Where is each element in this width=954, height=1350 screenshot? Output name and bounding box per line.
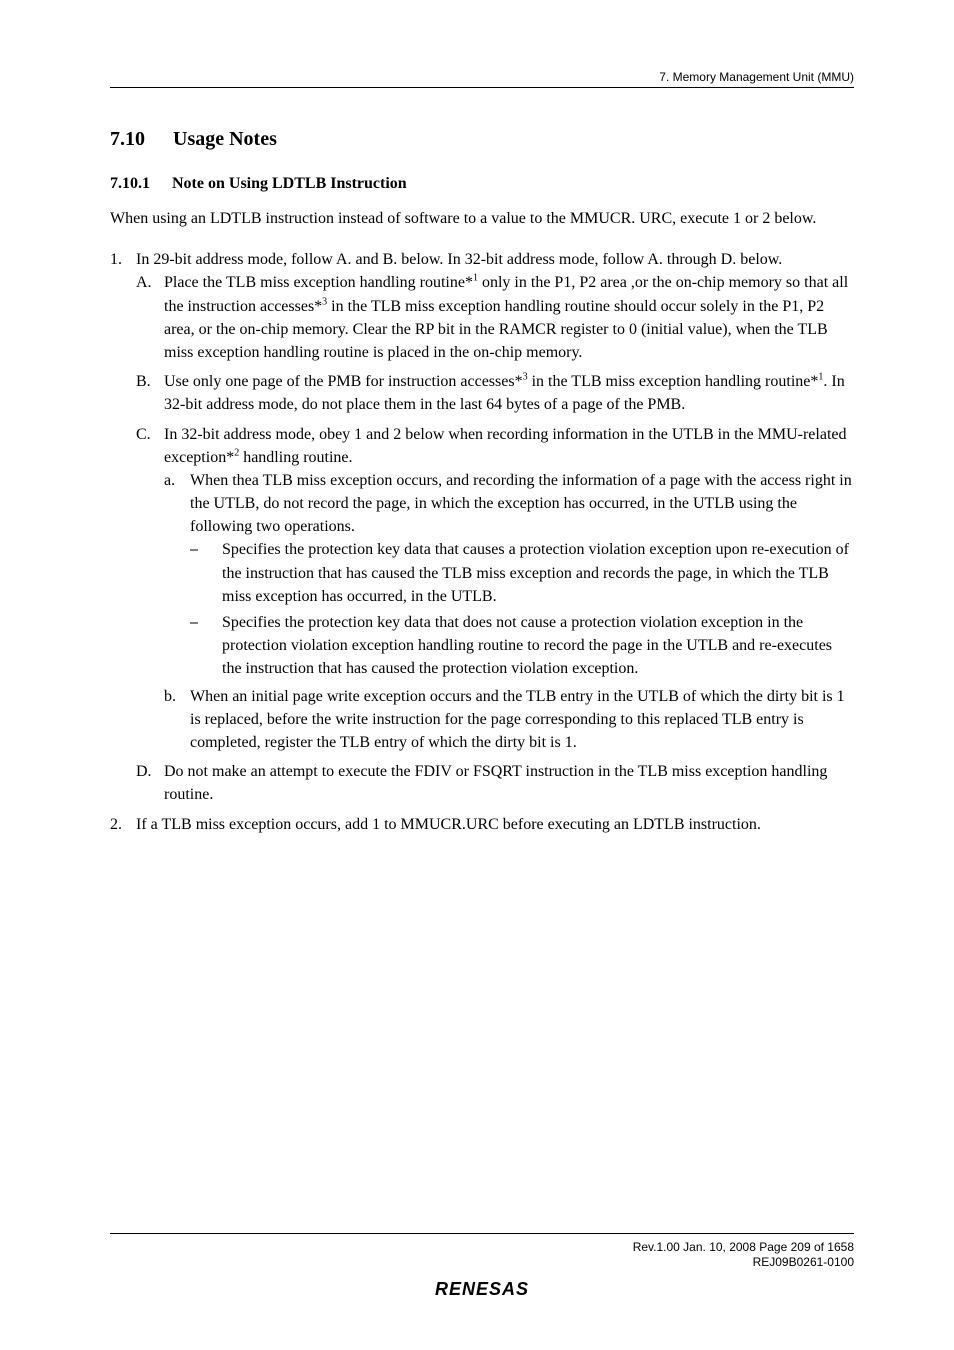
list-marker: A. — [136, 271, 152, 294]
list-text: When an initial page write exception occ… — [190, 688, 845, 751]
list-text: Use only one page of the PMB for instruc… — [164, 373, 845, 413]
list-text: When thea TLB miss exception occurs, and… — [190, 472, 852, 535]
list-text: If a TLB miss exception occurs, add 1 to… — [136, 816, 761, 833]
list-text: In 32-bit address mode, obey 1 and 2 bel… — [164, 426, 847, 466]
list-item-1: 1. In 29-bit address mode, follow A. and… — [110, 248, 854, 806]
footer-line1: Rev.1.00 Jan. 10, 2008 Page 209 of 1658 — [110, 1240, 854, 1256]
section-title: Usage Notes — [173, 128, 277, 150]
dash-item: ⎯ Specifies the protection key data that… — [190, 611, 854, 681]
section-number: 7.10 — [110, 128, 145, 151]
dash-marker: ⎯ — [190, 611, 198, 634]
list-item-a: a. When thea TLB miss exception occurs, … — [164, 469, 854, 681]
header-text: 7. Memory Management Unit (MMU) — [110, 70, 854, 84]
footer-line2: REJ09B0261-0100 — [110, 1255, 854, 1271]
dash-marker: ⎯ — [190, 538, 198, 561]
ordered-list-level3: a. When thea TLB miss exception occurs, … — [164, 469, 854, 754]
list-marker: D. — [136, 760, 152, 783]
ordered-list-level2: A. Place the TLB miss exception handling… — [136, 271, 854, 806]
list-marker: a. — [164, 469, 175, 492]
subsection-heading: 7.10.1 Note on Using LDTLB Instruction — [110, 175, 854, 193]
dash-text: Specifies the protection key data that d… — [222, 614, 832, 677]
list-marker: b. — [164, 685, 176, 708]
list-text: Place the TLB miss exception handling ro… — [164, 274, 848, 361]
list-item-B: B. Use only one page of the PMB for inst… — [136, 370, 854, 416]
intro-paragraph: When using an LDTLB instruction instead … — [110, 207, 854, 230]
renesas-logo: RENESAS — [110, 1279, 854, 1300]
page-footer: Rev.1.00 Jan. 10, 2008 Page 209 of 1658 … — [110, 1233, 854, 1300]
subsection-number: 7.10.1 — [110, 175, 150, 193]
dash-item: ⎯ Specifies the protection key data that… — [190, 538, 854, 608]
list-item-D: D. Do not make an attempt to execute the… — [136, 760, 854, 806]
list-item-C: C. In 32-bit address mode, obey 1 and 2 … — [136, 423, 854, 755]
list-text: Do not make an attempt to execute the FD… — [164, 763, 827, 803]
list-marker: B. — [136, 370, 151, 393]
dash-list: ⎯ Specifies the protection key data that… — [190, 538, 854, 680]
page: 7. Memory Management Unit (MMU) 7.10 Usag… — [0, 0, 954, 1350]
footer-rule: Rev.1.00 Jan. 10, 2008 Page 209 of 1658 … — [110, 1233, 854, 1271]
list-marker: 1. — [110, 248, 122, 271]
list-marker: C. — [136, 423, 151, 446]
list-item-b: b. When an initial page write exception … — [164, 685, 854, 755]
list-marker: 2. — [110, 813, 122, 836]
subsection-title: Note on Using LDTLB Instruction — [172, 175, 407, 192]
dash-text: Specifies the protection key data that c… — [222, 541, 849, 604]
ordered-list-level1: 1. In 29-bit address mode, follow A. and… — [110, 248, 854, 836]
page-header: 7. Memory Management Unit (MMU) — [110, 70, 854, 88]
list-item-A: A. Place the TLB miss exception handling… — [136, 271, 854, 364]
list-item-2: 2. If a TLB miss exception occurs, add 1… — [110, 813, 854, 836]
list-text: In 29-bit address mode, follow A. and B.… — [136, 251, 782, 268]
section-heading: 7.10 Usage Notes — [110, 128, 854, 151]
